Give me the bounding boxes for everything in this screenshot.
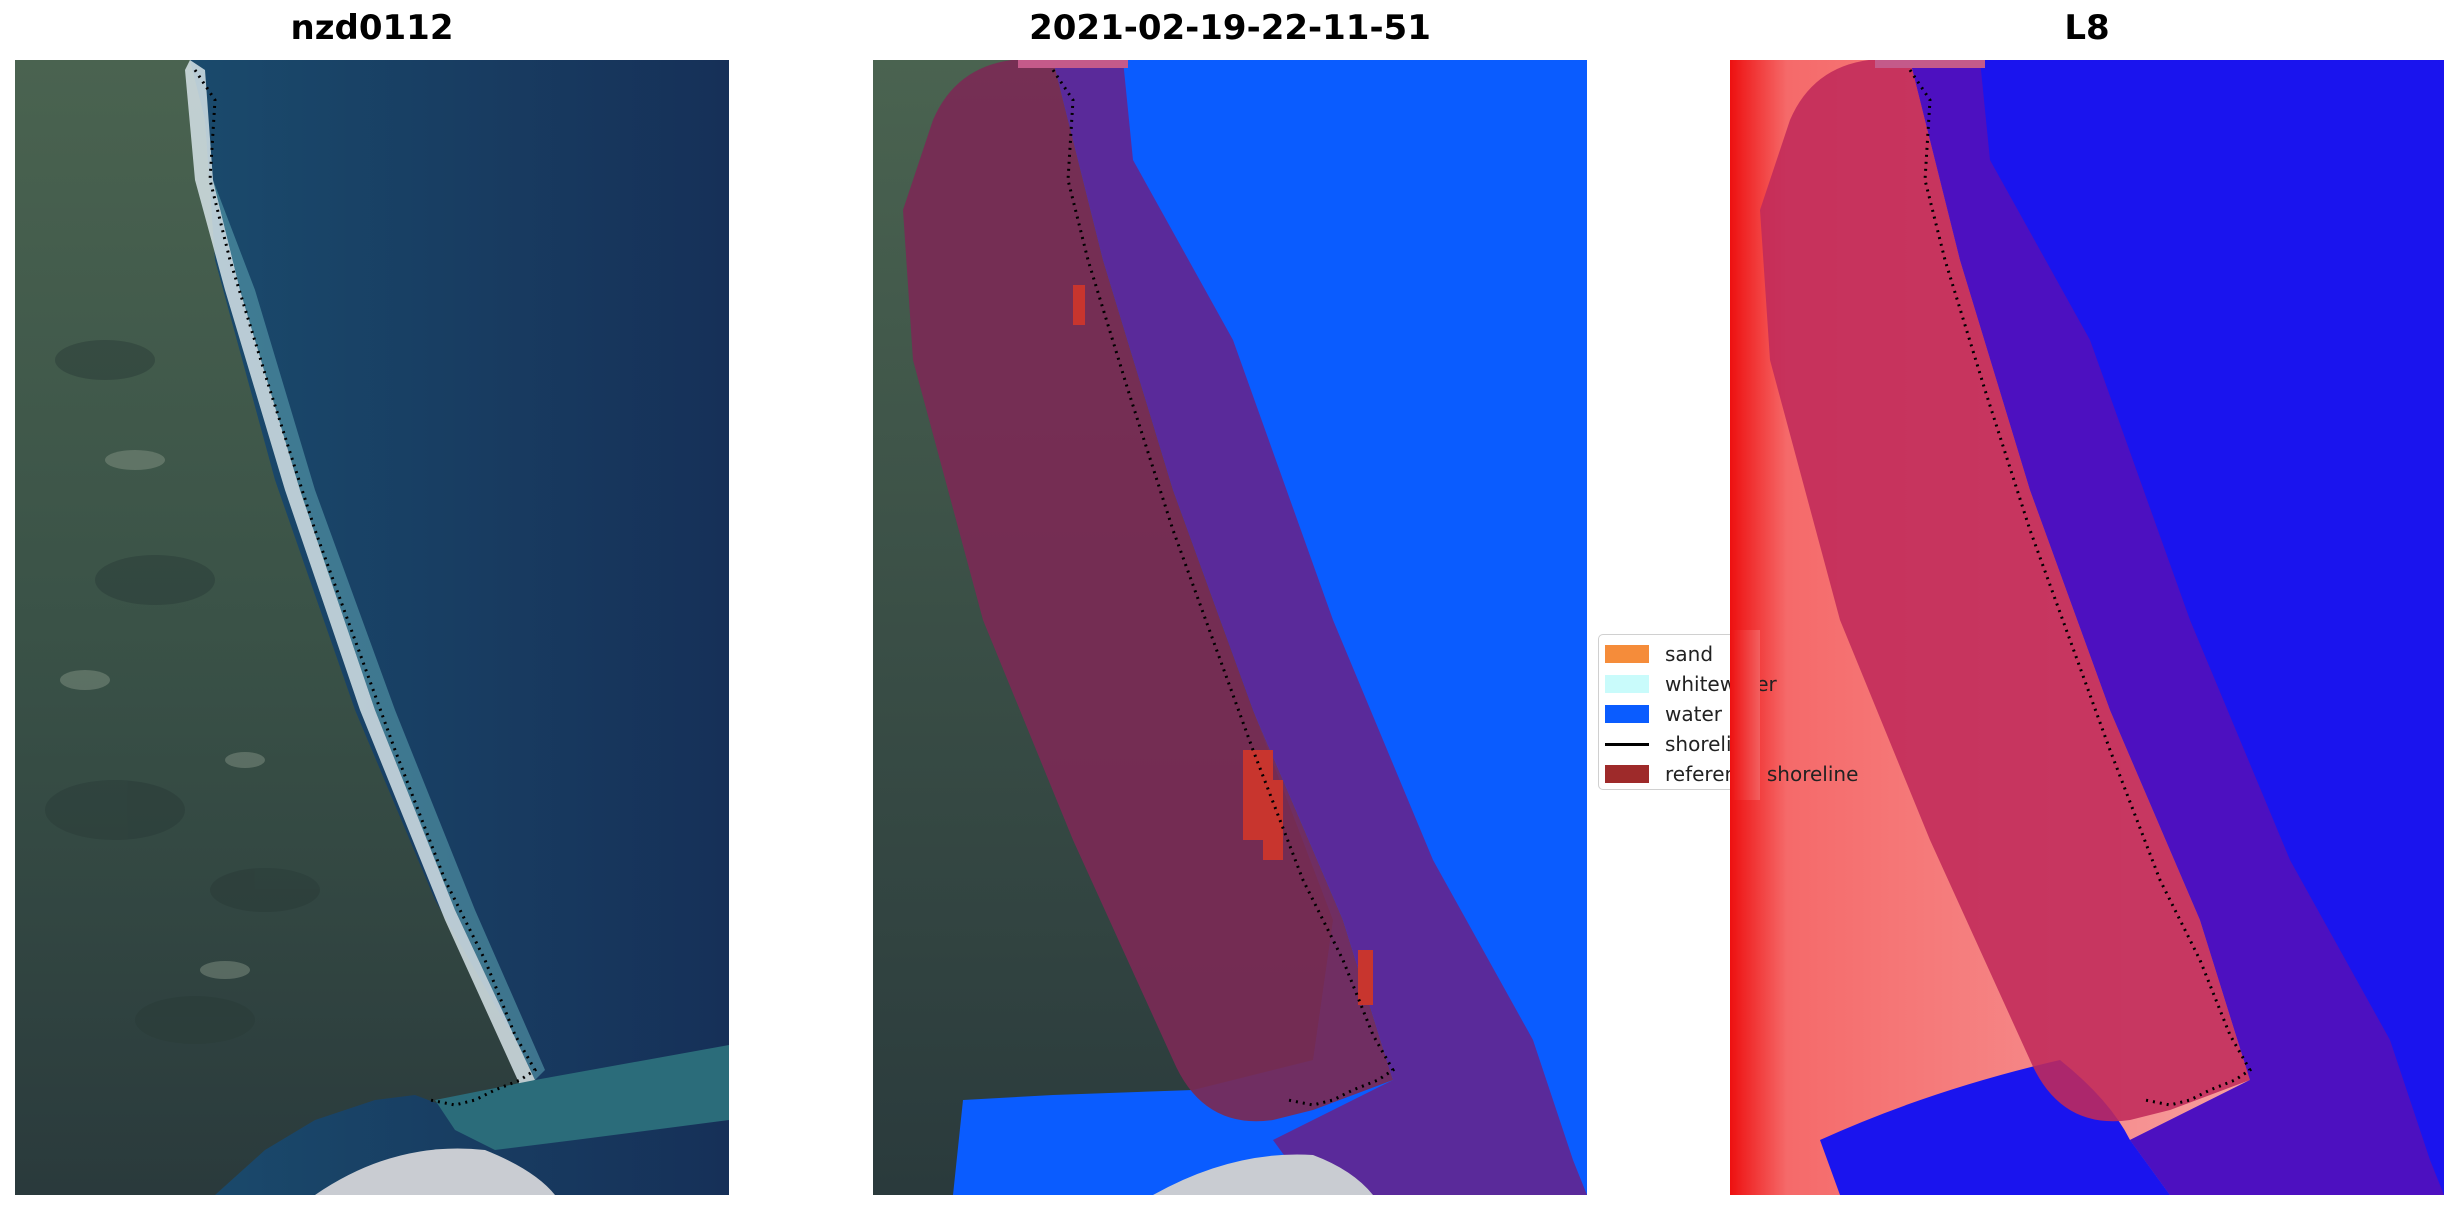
rgb-image-panel xyxy=(15,60,729,1195)
classified-image-panel xyxy=(873,60,1587,1195)
legend-label: water xyxy=(1665,702,1722,726)
legend-item-reference-shoreline: reference shoreline xyxy=(1605,759,1858,789)
terrain-highlights xyxy=(60,450,265,979)
legend: sand whitewater water shoreline referenc… xyxy=(1598,634,1858,790)
shoreline-line xyxy=(1051,69,1395,1107)
legend-label: reference shoreline xyxy=(1665,762,1859,786)
rgb-satellite-image xyxy=(15,60,729,1195)
buffer-zone-water xyxy=(1053,60,1587,1195)
classified-image xyxy=(873,60,1587,1195)
sand-pixels xyxy=(1073,285,1373,1005)
legend-item-sand: sand xyxy=(1605,639,1713,669)
terrain-texture xyxy=(45,340,320,1044)
mndwi-image-panel xyxy=(1730,60,2444,1195)
buffer-top-cap xyxy=(1018,60,1128,68)
mndwi-image xyxy=(1730,60,2444,1195)
shoreline-line xyxy=(1908,69,2252,1107)
sandbar xyxy=(1153,1154,1373,1195)
panel-title-rgb: nzd0112 xyxy=(290,8,454,48)
river-mouth xyxy=(435,1045,729,1150)
legend-item-water: water xyxy=(1605,699,1722,729)
sand-swatch xyxy=(1605,645,1649,663)
sandbar xyxy=(315,1148,555,1195)
water-swatch xyxy=(1605,705,1649,723)
surf-zone xyxy=(213,180,545,1080)
mndwi-panel-edge xyxy=(1730,630,1760,800)
panel-title-classified: 2021-02-19-22-11-51 xyxy=(1029,8,1431,48)
buffer-top-cap xyxy=(1875,60,1985,68)
whitewater-swatch xyxy=(1605,675,1649,693)
land-area xyxy=(15,60,535,1195)
buffer-zone-land xyxy=(1760,60,2250,1122)
reference-shoreline-swatch xyxy=(1605,765,1649,783)
panel-title-mndwi: L8 xyxy=(2064,8,2110,48)
shoreline-line xyxy=(193,69,537,1107)
buffer-zone-water xyxy=(1910,60,2444,1195)
legend-label: sand xyxy=(1665,642,1714,666)
mndwi-panel-edge-fill xyxy=(1730,630,1760,800)
shoreline-swatch xyxy=(1605,742,1649,746)
